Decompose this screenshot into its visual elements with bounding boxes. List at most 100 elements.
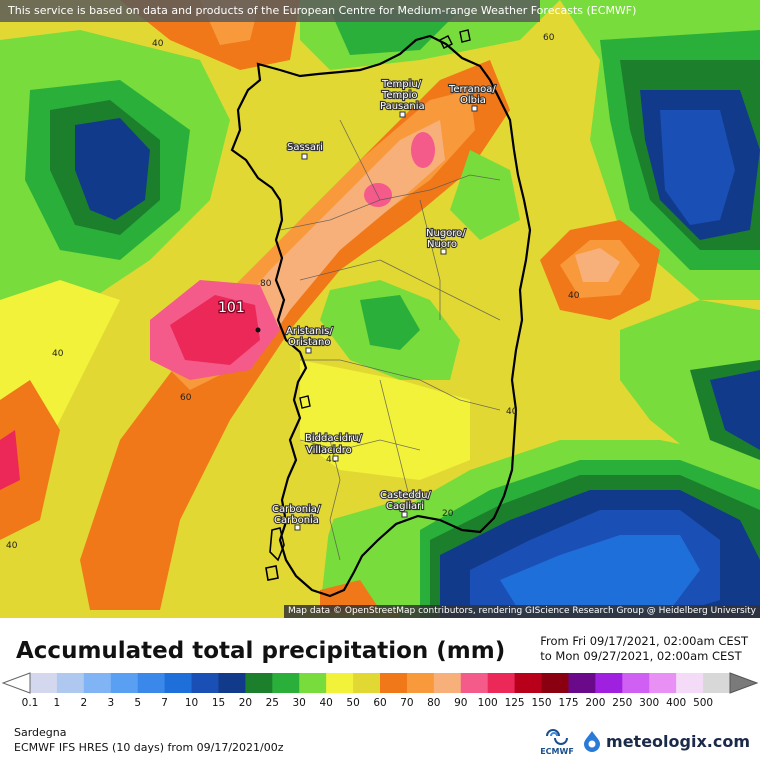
contour-labels: 40 60 40 80 40 60 40 40 40 20	[6, 33, 580, 551]
scale-label: 10	[184, 697, 199, 709]
svg-text:Pausania: Pausania	[380, 101, 425, 112]
svg-text:Aristanis/: Aristanis/	[286, 326, 333, 337]
scale-label: 175	[558, 697, 579, 709]
contour-label: 80	[260, 279, 272, 289]
scale-swatch	[164, 673, 193, 693]
scale-label: 300	[639, 697, 660, 709]
scale-label: 50	[346, 697, 360, 709]
contour-label: 60	[180, 393, 192, 403]
city-tempio: Tempiu/ Tempio Pausania	[379, 78, 426, 118]
map-canvas: 40 60 40 80 40 60 40 40 40 20 101 Tempiu…	[0, 0, 760, 618]
color-scale	[1, 672, 759, 694]
contour-label: 40	[6, 541, 18, 551]
svg-text:Tempiu/: Tempiu/	[381, 79, 422, 90]
svg-text:Nugoro/: Nugoro/	[426, 228, 466, 239]
scale-swatch	[353, 673, 381, 693]
city-carbonia: Carbonia/ Carbonia	[271, 503, 322, 531]
scale-label: 5	[134, 697, 142, 709]
city-olbia: Terranoa/ Olbia	[447, 83, 497, 112]
ecmwf-logo[interactable]: ECMWF	[539, 726, 575, 756]
scale-label: 200	[585, 697, 606, 709]
city-markers: Tempiu/ Tempio Pausania Terranoa/ Olbia …	[271, 78, 497, 531]
scale-swatch	[406, 673, 435, 693]
scale-left-arrow	[1, 672, 31, 694]
scale-label: 125	[504, 697, 525, 709]
legend-panel: Accumulated total precipitation (mm) Fro…	[0, 618, 760, 760]
scale-label: 40	[319, 697, 333, 709]
ecmwf-icon	[546, 729, 569, 745]
scale-label: 25	[265, 697, 279, 709]
scale-right-arrow	[729, 672, 759, 694]
contour-label: 40	[52, 349, 64, 359]
scale-label: 20	[238, 697, 253, 709]
svg-text:Tempio: Tempio	[381, 90, 418, 101]
svg-text:Sassari: Sassari	[287, 142, 323, 153]
meteologix-brand: meteologix.com	[606, 731, 750, 751]
svg-text:Oristano: Oristano	[288, 337, 330, 348]
scale-swatch	[299, 673, 327, 693]
svg-text:Carbonia: Carbonia	[274, 515, 319, 526]
scale-swatch	[83, 673, 112, 693]
svg-text:Carbonia/: Carbonia/	[272, 504, 321, 515]
model-run: ECMWF IFS HRES (10 days) from 09/17/2021…	[14, 741, 284, 754]
svg-text:Olbia: Olbia	[460, 95, 486, 106]
scale-swatch	[218, 673, 246, 693]
scale-swatch	[622, 673, 650, 693]
svg-text:Nuoro: Nuoro	[427, 239, 457, 250]
scale-swatch	[568, 673, 596, 693]
sardinia-coastline	[230, 34, 532, 598]
contour-label: 40	[152, 39, 164, 49]
scale-swatch	[433, 673, 462, 693]
svg-text:Biddacidru/: Biddacidru/	[305, 433, 363, 444]
scale-label: 60	[373, 697, 387, 709]
contour-label: 40	[326, 455, 338, 465]
legend-title: Accumulated total precipitation (mm)	[16, 638, 506, 664]
svg-text:Terranoa/: Terranoa/	[448, 84, 496, 95]
scale-label: 7	[161, 697, 168, 709]
scale-swatch	[676, 673, 704, 693]
scale-swatch	[487, 673, 516, 693]
meteologix-icon	[584, 731, 601, 752]
max-marker: 101	[217, 299, 261, 333]
scale-swatch	[514, 673, 543, 693]
city-villacidro: Biddacidru/ Villacidro	[304, 432, 364, 462]
period-text: From Fri 09/17/2021, 02:00am CEST to Mon…	[540, 634, 748, 664]
map-attribution[interactable]: Map data © OpenStreetMap contributors, r…	[284, 605, 760, 618]
scale-label: 90	[454, 697, 468, 709]
contour-label: 60	[543, 33, 555, 43]
scale-label: 500	[693, 697, 714, 709]
city-nuoro: Nugoro/ Nuoro	[425, 227, 467, 255]
precipitation-map[interactable]: 40 60 40 80 40 60 40 40 40 20 101 Tempiu…	[0, 0, 760, 618]
scale-label: 80	[427, 697, 441, 709]
scale-swatch	[460, 673, 489, 693]
scale-swatch	[56, 673, 85, 693]
contour-label: 40	[568, 291, 580, 301]
scale-label: 30	[292, 697, 306, 709]
city-sassari: Sassari	[286, 141, 324, 160]
scale-label: 3	[107, 697, 115, 709]
scale-swatch	[703, 673, 731, 693]
scale-label: 15	[211, 697, 226, 709]
scale-label: 100	[477, 697, 498, 709]
scale-swatch	[649, 673, 677, 693]
ecmwf-logo-text: ECMWF	[540, 747, 574, 756]
logos: ECMWF meteologix.com	[539, 726, 750, 756]
meteologix-logo[interactable]: meteologix.com	[581, 730, 750, 752]
scale-label: 1	[53, 697, 61, 709]
period-from: From Fri 09/17/2021, 02:00am CEST	[540, 634, 748, 648]
scale-swatch	[272, 673, 300, 693]
scale-swatch	[30, 673, 58, 693]
contour-label: 20	[442, 509, 454, 519]
city-cagliari: Casteddu/ Cagliari	[379, 489, 433, 518]
scale-swatch	[380, 673, 408, 693]
scale-swatch	[326, 673, 354, 693]
city-oristano: Aristanis/ Oristano	[285, 325, 334, 354]
svg-text:Cagliari: Cagliari	[386, 501, 424, 512]
scale-swatch	[137, 673, 166, 693]
scale-label: 150	[531, 697, 552, 709]
max-value-label: 101	[218, 300, 245, 316]
scale-label: 400	[666, 697, 687, 709]
scale-label: 0.1	[21, 697, 39, 709]
region-name: Sardegna	[14, 726, 67, 739]
scale-swatch	[541, 673, 569, 693]
